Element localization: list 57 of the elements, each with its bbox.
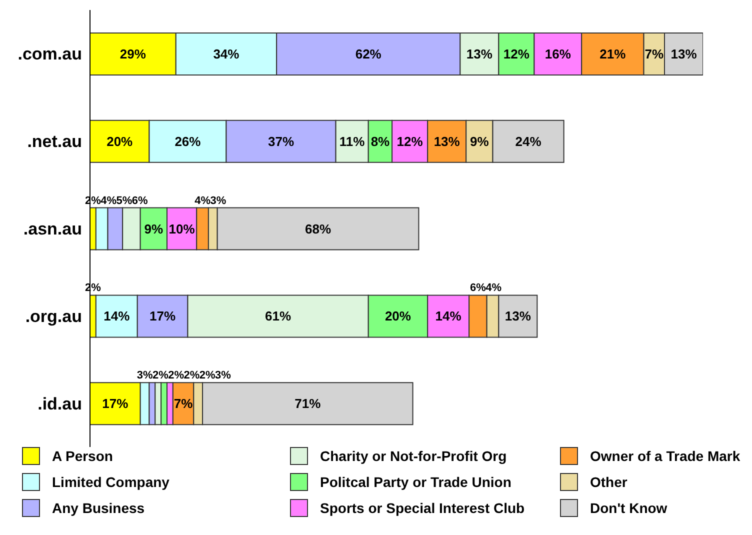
data-label: 7% (174, 396, 194, 412)
data-label: 20% (106, 134, 134, 149)
data-label: 16% (544, 46, 572, 62)
legend-label: Limited Company (52, 474, 170, 490)
legend-label: Other (590, 474, 628, 490)
data-label: 3% (210, 194, 226, 207)
data-label: 13% (504, 308, 532, 324)
y-tick-label: .id.au (38, 394, 82, 414)
data-label: 10% (168, 221, 196, 236)
data-label: 4% (194, 194, 211, 207)
data-label: 7% (644, 46, 664, 62)
data-label: 8% (370, 134, 390, 149)
data-label: 6% (470, 282, 486, 294)
data-label: 71% (294, 396, 322, 412)
y-tick-label: .net.au (27, 132, 82, 152)
data-label: 17% (102, 396, 129, 412)
legend-label: Owner of a Trade Mark (590, 448, 740, 464)
y-tick-label: .asn.au (23, 220, 82, 239)
data-label: 21% (600, 46, 626, 62)
data-label: 2% (184, 370, 200, 382)
data-label: 2% (199, 370, 216, 382)
data-label: 20% (384, 308, 412, 324)
y-tick-label: .org.au (25, 306, 82, 326)
data-label: 37% (268, 134, 294, 149)
data-label: 17% (150, 308, 176, 324)
data-label: 3% (215, 370, 232, 382)
data-label: 9% (470, 134, 490, 149)
data-label: 5% (116, 194, 132, 207)
data-label: 4% (486, 282, 502, 294)
data-label: 12% (396, 134, 424, 149)
legend-label: A Person (52, 448, 113, 464)
data-label: 62% (355, 46, 382, 62)
data-label: 3% (136, 370, 153, 382)
data-label: 2% (168, 370, 184, 382)
data-label: 13% (434, 134, 460, 149)
data-label: 34% (213, 46, 240, 62)
data-label: 4% (100, 194, 117, 207)
legend-label: Don't Know (590, 500, 668, 516)
data-label: 11% (339, 134, 366, 149)
data-label: 14% (435, 308, 462, 324)
data-label: 13% (466, 46, 493, 62)
data-label: 26% (174, 134, 202, 149)
data-label: 61% (265, 308, 292, 324)
data-label: 14% (104, 308, 130, 324)
data-label: 2% (152, 370, 169, 382)
data-label: 29% (120, 46, 146, 62)
data-label: 6% (132, 194, 148, 207)
data-label: 12% (503, 46, 530, 62)
data-label: 24% (515, 134, 542, 149)
data-label: 68% (305, 221, 332, 236)
legend-label: Any Business (52, 500, 145, 516)
y-tick-label: .com.au (18, 44, 82, 64)
data-label: 9% (144, 221, 164, 236)
data-label: 13% (670, 46, 698, 62)
legend-label: Charity or Not-for-Profit Org (320, 448, 507, 464)
legend-label: Politcal Party or Trade Union (320, 474, 512, 490)
legend-label: Sports or Special Interest Club (320, 500, 525, 516)
